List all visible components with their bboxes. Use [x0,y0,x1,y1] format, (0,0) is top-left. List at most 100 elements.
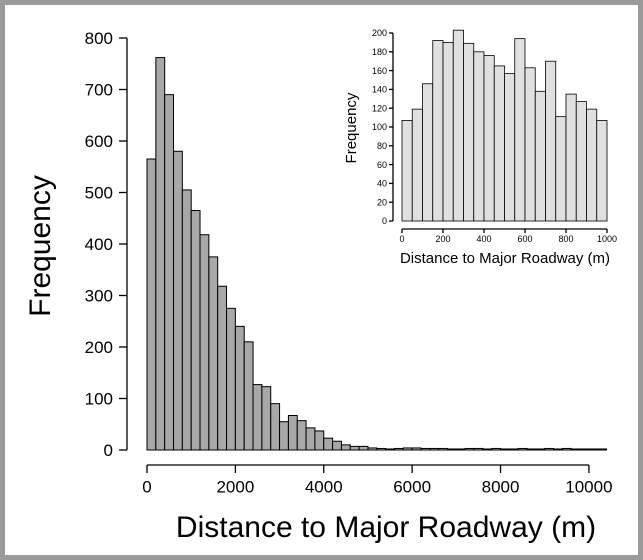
main-x-tick-label: 8000 [482,478,520,497]
inset-x-tick-label: 800 [558,234,573,244]
main-bar [287,414,298,451]
inset-x-tick-label: 0 [399,234,404,244]
main-bar [296,420,307,451]
inset-y-tick-label: 200 [372,28,387,38]
inset-bar [504,73,516,222]
inset-bar [545,60,557,222]
inset-bar [411,108,423,222]
inset-x-tick-label: 600 [517,234,532,244]
main-bar [491,447,502,451]
main-bar [455,448,466,451]
inset-bar [473,51,485,222]
inset-bar [555,116,567,222]
main-bar [208,256,219,451]
main-bar [323,437,334,451]
main-y-tick-label: 500 [85,183,113,202]
inset-bar [493,65,505,222]
main-bar [393,447,404,451]
inset-y-tick-label: 60 [377,160,387,170]
main-bar [385,448,395,451]
main-bar [579,448,590,451]
main-bar [544,447,555,451]
main-bar [173,150,183,451]
inset-y-tick-label: 40 [377,179,387,189]
main-y-tick-label: 800 [85,29,113,48]
main-bar [588,448,599,451]
main-y-tick-label: 200 [85,338,113,357]
inset-y-tick-label: 100 [372,122,387,132]
main-bar [164,94,175,451]
inset-y-tick-label: 180 [372,47,387,57]
main-y-tick-label: 400 [85,235,113,254]
main-bar [508,448,519,451]
inset-y-tick-label: 120 [372,103,387,113]
main-y-tick-label: 700 [85,80,113,99]
main-bar [411,447,422,451]
main-bar [270,403,281,451]
main-bar [570,448,581,451]
main-bar [535,448,546,451]
inset-bar [596,120,608,222]
inset-x-tick-label: 200 [435,234,450,244]
inset-histogram-bars [401,29,608,222]
main-bar [367,447,378,451]
main-bar [332,440,342,451]
inset-bar [463,42,475,222]
main-bar [438,447,448,451]
inset-y-tick-label: 0 [382,216,387,226]
inset-y-tick-label: 20 [377,197,387,207]
main-y-tick-label: 100 [85,389,113,408]
main-x-tick-label: 6000 [393,478,431,497]
main-bar [473,447,484,451]
inset-bar [452,29,464,222]
inset-y-tick-label: 80 [377,141,387,151]
inset-x-tick-label: 1000 [597,234,617,244]
main-bar [146,158,157,451]
main-y-tick-label: 600 [85,132,113,151]
inset-bar [565,93,577,222]
inset-bar [432,40,444,222]
main-bar [314,430,325,451]
main-bar [553,448,563,451]
main-x-tick-label: 0 [142,478,151,497]
main-bar [305,427,316,451]
main-bar [217,285,228,451]
main-bar [243,341,254,451]
main-bar [446,448,457,451]
inset-bar [534,90,546,222]
inset-bar [514,38,526,222]
inset-y-tick-label: 140 [372,85,387,95]
main-bar [376,447,387,451]
main-bar [199,234,210,451]
inset-bar [442,42,454,222]
main-x-tick-label: 10000 [565,478,612,497]
main-bar [155,57,166,451]
main-bar [526,448,537,451]
main-bar [561,447,572,451]
main-bar [402,447,413,451]
inset-bar [401,120,413,222]
main-y-tick-label: 300 [85,286,113,305]
inset-bar [524,67,536,222]
main-bar [226,307,236,451]
main-bar [464,447,475,451]
main-x-axis-label: Distance to Major Roadway (m) [176,511,596,544]
main-y-tick-label: 0 [104,441,113,460]
main-bar [597,448,608,451]
main-bar [261,386,272,451]
main-bar [279,421,289,451]
main-bar [340,444,351,451]
main-bar [429,447,440,451]
main-bar [358,445,369,451]
inset-bar [575,101,587,222]
inset-axes: 0 20 40 60 80 100 120 140 160 180 200 0 200 400 600 800… [372,28,617,244]
main-bar [500,448,510,451]
inset-bar [422,83,434,222]
main-bar [517,447,528,451]
main-bar [252,384,263,451]
main-bar [482,448,493,451]
main-x-tick-label: 2000 [216,478,254,497]
main-histogram-bars [146,57,608,451]
